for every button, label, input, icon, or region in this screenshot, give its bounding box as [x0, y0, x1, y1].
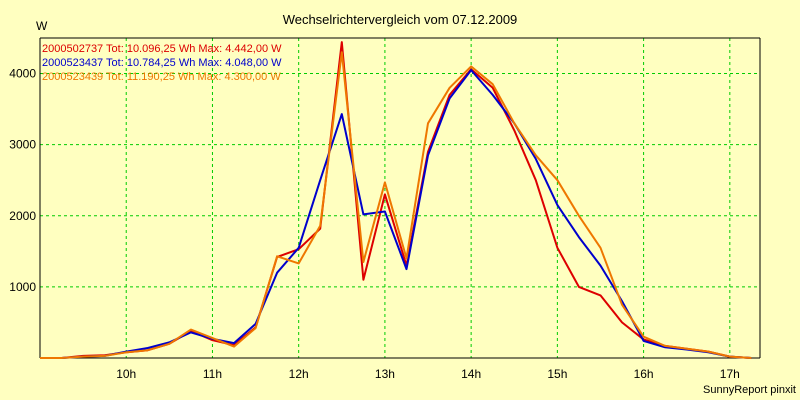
- x-tick-label: 13h: [375, 367, 395, 381]
- y-tick-label: 2000: [9, 209, 36, 223]
- tick-labels: 1000 2000 3000 4000 10h 11h 12h 13h 14h 15h 16h 17h: [9, 67, 740, 381]
- grid-lines: [40, 38, 760, 358]
- x-tick-label: 12h: [289, 367, 309, 381]
- series-line-3: [40, 51, 752, 359]
- x-tick-label: 14h: [461, 367, 481, 381]
- legend-entry-3: 2000523439 Tot: 11.190,25 Wh Max: 4.300,…: [42, 71, 281, 83]
- legend: 2000502737 Tot: 10.096,25 Wh Max: 4.442,…: [42, 43, 282, 83]
- y-tick-label: 3000: [9, 138, 36, 152]
- y-tick-label: 4000: [9, 67, 36, 81]
- x-tick-label: 15h: [547, 367, 567, 381]
- axes: [39, 37, 761, 359]
- credit-label: SunnyReport pinxit: [703, 384, 796, 396]
- series-lines: [40, 41, 752, 359]
- x-tick-label: 11h: [203, 367, 222, 381]
- y-tick-label: 1000: [9, 280, 36, 294]
- legend-entry-2: 2000523437 Tot: 10.784,25 Wh Max: 4.048,…: [42, 57, 282, 69]
- x-tick-label: 17h: [720, 367, 740, 381]
- chart-title: Wechselrichtervergleich vom 07.12.2009: [283, 12, 518, 27]
- x-tick-label: 10h: [116, 367, 136, 381]
- x-tick-label: 16h: [634, 367, 654, 381]
- legend-entry-1: 2000502737 Tot: 10.096,25 Wh Max: 4.442,…: [42, 43, 282, 55]
- y-axis-label: W: [36, 19, 48, 33]
